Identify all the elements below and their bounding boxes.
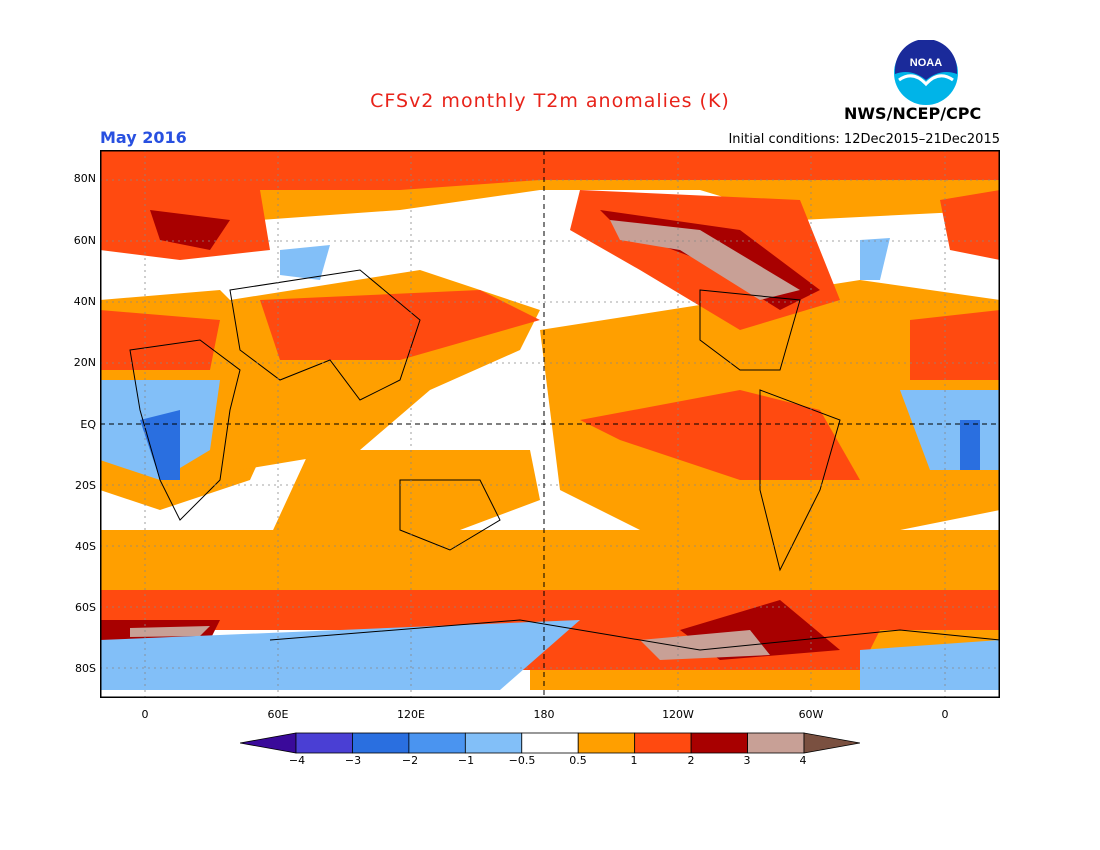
lon-label: 180 — [533, 708, 555, 721]
initial-conditions: Initial conditions: 12Dec2015–21Dec2015 — [728, 132, 1000, 147]
colorbar-segment — [747, 732, 805, 754]
lat-label: 60N — [73, 234, 96, 247]
lon-label: 60W — [798, 708, 824, 721]
colorbar-segment — [521, 732, 579, 754]
lat-label: 20N — [73, 356, 96, 369]
colorbar-segment — [577, 732, 636, 754]
lat-label: 40S — [75, 540, 96, 553]
colorbar-arrow-high — [803, 732, 860, 754]
colorbar-segment — [295, 732, 353, 754]
lon-label: 0 — [141, 708, 149, 721]
colorbar-segment — [408, 732, 466, 754]
anomaly-field-very-cold — [140, 410, 980, 480]
lat-label: 80N — [73, 172, 96, 185]
colorbar-segment — [464, 732, 523, 754]
coastlines — [129, 269, 1000, 651]
colorbar-segment — [690, 732, 748, 754]
colorbar-label: 4 — [799, 754, 807, 767]
colorbar-segment — [634, 732, 692, 754]
lon-label: 120W — [662, 708, 694, 721]
colorbar-label: 0.5 — [569, 754, 587, 767]
lon-label: 60E — [267, 708, 289, 721]
agency-label: NWS/NCEP/CPC — [844, 104, 982, 123]
lat-label: 80S — [75, 662, 96, 675]
lon-label: 120E — [397, 708, 425, 721]
lat-label: EQ — [80, 418, 96, 431]
colorbar-label: 3 — [743, 754, 751, 767]
anomaly-field-3to4 — [130, 220, 800, 660]
lon-label: 0 — [941, 708, 949, 721]
forecast-month: May 2016 — [100, 128, 187, 147]
colorbar-label: −2 — [401, 754, 419, 767]
colorbar-label: −0.5 — [508, 754, 536, 767]
colorbar-label: −1 — [457, 754, 475, 767]
anomaly-map — [100, 150, 1000, 698]
lon-gridlines — [144, 150, 946, 698]
map-frame — [100, 150, 1000, 698]
logo-text: NOAA — [910, 57, 942, 69]
lat-label: 60S — [75, 601, 96, 614]
lat-gridlines — [100, 179, 1000, 669]
colorbar-label: −3 — [344, 754, 362, 767]
lat-label: 40N — [73, 295, 96, 308]
colorbar — [240, 732, 860, 754]
chart-title: CFSv2 monthly T2m anomalies (K) — [370, 90, 730, 112]
colorbar-label: −4 — [288, 754, 306, 767]
noaa-logo: NOAA — [894, 40, 958, 105]
lat-label: 20S — [75, 479, 96, 492]
colorbar-arrow-low — [240, 732, 297, 754]
colorbar-label: 2 — [687, 754, 695, 767]
colorbar-segment — [352, 732, 410, 754]
colorbar-label: 1 — [630, 754, 638, 767]
